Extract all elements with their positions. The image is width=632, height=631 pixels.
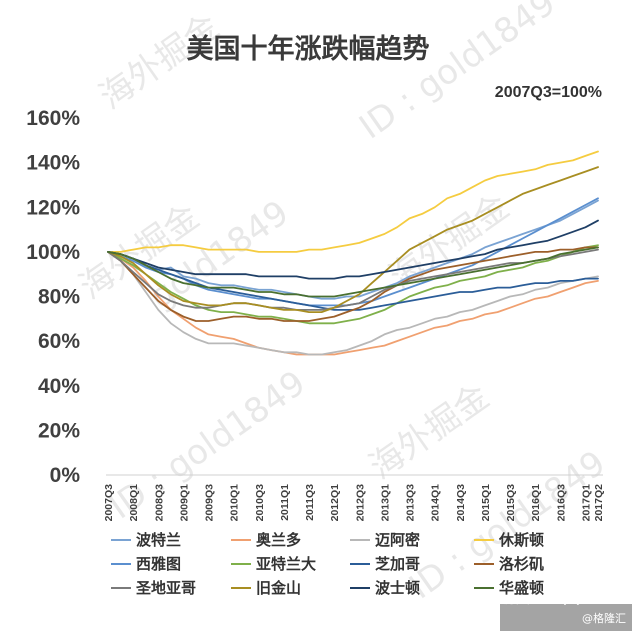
y-tick-label: 80% [38,286,80,309]
y-tick-label: 20% [38,419,80,442]
x-tick-label: 2009Q1 [178,484,190,522]
legend-label: 圣地亚哥 [135,579,196,597]
y-tick-label: 40% [38,375,80,398]
series-line-11 [107,219,599,280]
legend-label: 华盛顿 [499,579,544,597]
legend-label: 迈阿密 [375,531,420,549]
series-line-1 [107,199,599,300]
legend-label: 芝加哥 [375,555,420,573]
watermark-text: ID : gold1849 [352,0,563,147]
x-tick-label: 2014Q3 [455,484,467,522]
x-tick-label: 2011Q1 [279,484,291,521]
chart-title: 美国十年涨跌幅趋势 [187,33,430,65]
series-line-8 [107,246,599,322]
chart-subtitle: 2007Q3=100% [495,84,602,101]
x-tick-label: 2008Q1 [128,484,140,522]
legend-label: 洛杉矶 [499,555,544,573]
y-axis-ticks: 0% 20% 40% 60% 80% 100% 120% 140% 160% [26,107,80,487]
corner-watermark-bg [500,604,632,631]
series-line-2 [107,250,599,356]
x-tick-label: 2011Q3 [304,484,316,521]
legend-label: 休斯顿 [498,531,544,549]
legend-label: 旧金山 [256,579,301,597]
corner-watermark-right: @格隆汇 [582,611,626,625]
legend-label: 波特兰 [136,531,181,549]
x-tick-label: 2013Q3 [405,484,417,522]
y-tick-label: 160% [26,107,80,130]
x-tick-label: 2012Q1 [329,484,341,522]
y-tick-label: 140% [26,152,80,175]
legend-label: 波士顿 [375,579,420,597]
x-tick-label: 2016Q1 [530,484,542,522]
series-line-10 [107,166,599,314]
corner-watermark-left: 房佳佳 Realjiajia [504,592,590,606]
series-line-4 [107,150,599,253]
x-tick-label: 2014Q1 [430,484,442,522]
x-tick-label: 2008Q3 [153,484,165,522]
y-tick-label: 100% [26,241,80,264]
legend-label: 奥兰多 [256,531,301,549]
x-axis-ticks: 2007Q3 2008Q1 2008Q3 2009Q1 2009Q3 2010Q1 2010… [103,484,605,522]
y-tick-label: 0% [50,464,81,487]
x-tick-label: 2013Q1 [379,484,391,522]
x-tick-label: 2012Q3 [354,484,366,522]
x-tick-label: 2007Q3 [103,484,115,522]
x-tick-label: 2016Q3 [555,484,567,522]
series-line-3 [107,250,599,356]
x-tick-label: 2017Q1 [580,484,592,522]
x-tick-label: 2010Q1 [229,484,241,522]
x-tick-label: 2010Q3 [254,484,266,522]
series-line-12 [107,246,599,298]
x-tick-label: 2015Q3 [505,484,517,522]
series-line-9 [107,248,599,311]
series-layer [107,150,599,356]
watermark-text: 海外掘金 [362,377,496,488]
legend-label: 亚特兰大 [256,555,316,573]
y-tick-label: 120% [26,196,80,219]
x-tick-label: 2009Q3 [204,484,216,522]
x-tick-label: 2015Q1 [480,484,492,522]
legend-label: 西雅图 [136,555,181,573]
y-tick-label: 60% [38,330,80,353]
x-tick-label: 2017Q2 [593,484,605,522]
